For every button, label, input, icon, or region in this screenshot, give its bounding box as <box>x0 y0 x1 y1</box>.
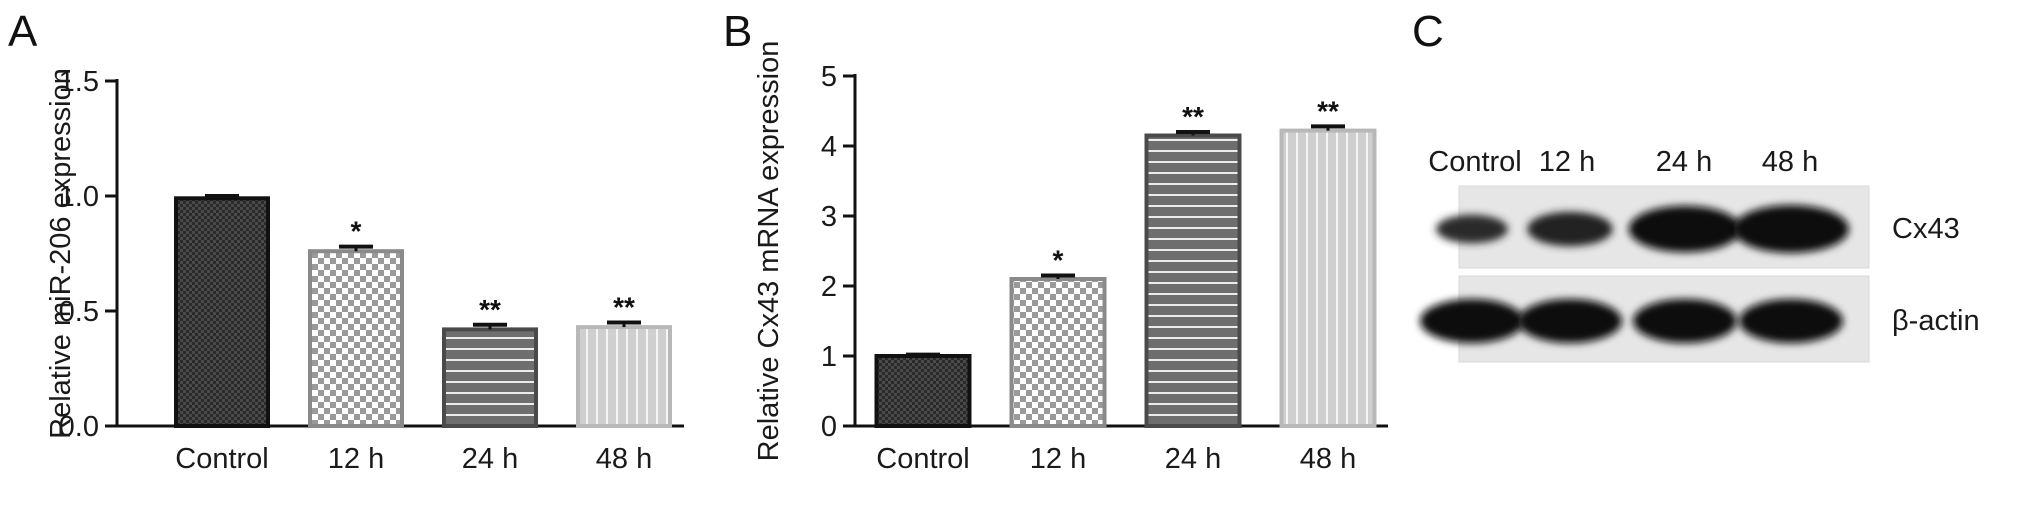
blot-band <box>1633 299 1737 343</box>
y-tick-label: 5 <box>821 61 837 93</box>
y-tick-label: 1.0 <box>59 181 99 213</box>
y-axis-label: Relative miR-206 expression <box>45 68 77 439</box>
significance-mark: ** <box>1317 95 1339 126</box>
panel-letter-a: A <box>8 7 38 56</box>
significance-mark: * <box>351 216 362 247</box>
chart-b-cx43-mrna: 0 1 2 3 4 5 Relative Cx43 mRNA expression Contr… <box>753 41 1388 475</box>
band-label: Cx43 <box>1892 213 1960 245</box>
bar-2 <box>1144 133 1242 428</box>
y-tick-label: 1.5 <box>59 66 99 98</box>
x-tick-label: 24 h <box>462 443 518 475</box>
blot-band <box>1436 214 1508 244</box>
bar-1 <box>308 249 404 428</box>
bar-0 <box>174 196 270 428</box>
significance-mark: * <box>1053 245 1064 276</box>
y-axis-label: Relative Cx43 mRNA expression <box>753 41 785 462</box>
y-tick-label: 4 <box>821 131 837 163</box>
bar-1 <box>1009 277 1107 428</box>
lane-label: 48 h <box>1762 146 1818 178</box>
x-tick-label: 48 h <box>1300 443 1356 475</box>
blot-band <box>1739 299 1843 343</box>
lane-label: Control <box>1428 146 1522 178</box>
x-tick-label: 24 h <box>1165 443 1221 475</box>
y-tick-label: 2 <box>821 271 837 303</box>
blot-band <box>1527 211 1613 247</box>
x-tick-label: Control <box>876 443 970 475</box>
blot-band <box>1420 299 1524 343</box>
y-tick-label: 3 <box>821 201 837 233</box>
significance-mark: ** <box>613 292 635 323</box>
significance-mark: ** <box>479 294 501 325</box>
x-tick-label: 12 h <box>328 443 384 475</box>
blot-band <box>1628 205 1742 253</box>
band-label: β-actin <box>1892 305 1980 337</box>
lane-label: 24 h <box>1656 146 1712 178</box>
panel-letter-b: B <box>723 7 752 56</box>
x-tick-label: 12 h <box>1030 443 1086 475</box>
bar-2 <box>442 327 538 428</box>
x-tick-label: 48 h <box>596 443 652 475</box>
bar-0 <box>874 354 972 428</box>
blot-band <box>1733 205 1849 253</box>
blot-band <box>1518 299 1622 343</box>
significance-mark: ** <box>1182 101 1204 132</box>
y-tick-label: 0 <box>821 411 837 443</box>
bar-3 <box>1279 128 1377 428</box>
western-blot: Control 12 h 24 h 48 h Cx43 β-actin <box>1420 146 1980 363</box>
bar-3 <box>576 325 672 429</box>
y-tick-label: 0.5 <box>59 296 99 328</box>
y-tick-label: 1 <box>821 341 837 373</box>
y-tick-label: 0.0 <box>59 411 99 443</box>
x-tick-label: Control <box>175 443 269 475</box>
lane-label: 12 h <box>1539 146 1595 178</box>
panel-letter-c: C <box>1412 7 1444 56</box>
